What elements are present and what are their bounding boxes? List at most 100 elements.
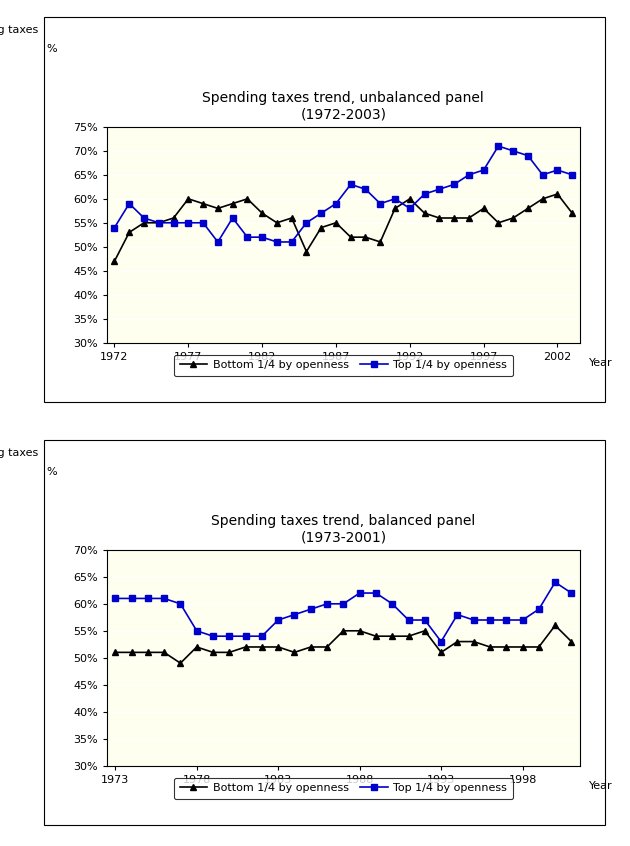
Top 1/4 by openness [258, 631, 266, 641]
Top 1/4 by openness [214, 237, 222, 247]
Bottom 1/4 by openness [290, 647, 298, 657]
Top 1/4 by openness [258, 232, 266, 242]
Bottom 1/4 by openness [406, 194, 413, 204]
Top 1/4 by openness [199, 217, 207, 228]
Top 1/4 by openness [551, 577, 559, 587]
Top 1/4 by openness [421, 189, 428, 199]
Line: Top 1/4 by openness: Top 1/4 by openness [113, 580, 574, 645]
Bottom 1/4 by openness [518, 642, 526, 652]
Bottom 1/4 by openness [421, 626, 428, 636]
Top 1/4 by openness [503, 615, 510, 625]
Bottom 1/4 by openness [209, 647, 217, 657]
Top 1/4 by openness [510, 146, 517, 156]
Top 1/4 by openness [347, 179, 355, 190]
Bottom 1/4 by openness [510, 213, 517, 223]
Top 1/4 by openness [377, 199, 384, 209]
Top 1/4 by openness [568, 588, 575, 598]
Bottom 1/4 by openness [226, 647, 233, 657]
Top 1/4 by openness [244, 232, 251, 242]
Top 1/4 by openness [112, 593, 119, 603]
Top 1/4 by openness [454, 610, 461, 620]
Bottom 1/4 by openness [486, 642, 494, 652]
Top 1/4 by openness [111, 222, 118, 233]
Bottom 1/4 by openness [229, 199, 236, 209]
Bottom 1/4 by openness [480, 203, 488, 213]
Bottom 1/4 by openness [535, 642, 542, 652]
Top 1/4 by openness [209, 631, 217, 641]
Bottom 1/4 by openness [450, 213, 458, 223]
Bottom 1/4 by openness [377, 237, 384, 247]
Text: Year: Year [589, 781, 612, 791]
Top 1/4 by openness [480, 165, 488, 175]
Top 1/4 by openness [372, 588, 380, 598]
Bottom 1/4 by openness [568, 208, 576, 218]
Top 1/4 by openness [226, 631, 233, 641]
Bottom 1/4 by openness [539, 194, 546, 204]
Top 1/4 by openness [169, 217, 177, 228]
Top 1/4 by openness [554, 165, 561, 175]
Bottom 1/4 by openness [288, 213, 295, 223]
Top 1/4 by openness [288, 237, 295, 247]
Bottom 1/4 by openness [258, 642, 266, 652]
Bottom 1/4 by openness [503, 642, 510, 652]
Bottom 1/4 by openness [214, 203, 222, 213]
Bottom 1/4 by openness [161, 647, 168, 657]
Top 1/4 by openness [356, 588, 364, 598]
Bottom 1/4 by openness [185, 194, 192, 204]
Bottom 1/4 by openness [421, 208, 428, 218]
Top 1/4 by openness [470, 615, 478, 625]
Bottom 1/4 by openness [554, 189, 561, 199]
Text: Year: Year [589, 358, 612, 368]
Bottom 1/4 by openness [125, 228, 133, 238]
Bottom 1/4 by openness [111, 256, 118, 266]
Top 1/4 by openness [495, 141, 502, 151]
Text: Spending taxes: Spending taxes [0, 25, 38, 35]
Bottom 1/4 by openness [155, 217, 163, 228]
Top 1/4 by openness [161, 593, 168, 603]
Top 1/4 by openness [518, 615, 526, 625]
Top 1/4 by openness [437, 636, 445, 646]
Bottom 1/4 by openness [391, 203, 399, 213]
Top 1/4 by openness [144, 593, 152, 603]
Bottom 1/4 by openness [362, 232, 369, 242]
Bottom 1/4 by openness [307, 642, 314, 652]
Top 1/4 by openness [307, 604, 314, 614]
Bottom 1/4 by openness [568, 636, 575, 646]
Line: Bottom 1/4 by openness: Bottom 1/4 by openness [112, 191, 575, 264]
Top 1/4 by openness [290, 610, 298, 620]
Bottom 1/4 by openness [437, 647, 445, 657]
Bottom 1/4 by openness [275, 642, 282, 652]
Bottom 1/4 by openness [199, 199, 207, 209]
Bottom 1/4 by openness [332, 217, 340, 228]
Bottom 1/4 by openness [470, 636, 478, 646]
Top 1/4 by openness [242, 631, 249, 641]
Top 1/4 by openness [185, 217, 192, 228]
Top 1/4 by openness [323, 599, 331, 609]
Top 1/4 by openness [302, 217, 310, 228]
Text: %: % [46, 467, 57, 477]
Top 1/4 by openness [332, 199, 340, 209]
Bottom 1/4 by openness [128, 647, 135, 657]
Top 1/4 by openness [140, 213, 148, 223]
Top 1/4 by openness [193, 626, 200, 636]
Bottom 1/4 by openness [404, 631, 412, 641]
Bottom 1/4 by openness [193, 642, 200, 652]
Title: Spending taxes trend, balanced panel
(1973-2001): Spending taxes trend, balanced panel (19… [211, 514, 476, 545]
Bottom 1/4 by openness [258, 208, 266, 218]
Top 1/4 by openness [275, 615, 282, 625]
Top 1/4 by openness [340, 599, 347, 609]
Top 1/4 by openness [229, 213, 236, 223]
Legend: Bottom 1/4 by openness, Top 1/4 by openness: Bottom 1/4 by openness, Top 1/4 by openn… [174, 354, 513, 376]
Top 1/4 by openness [318, 208, 325, 218]
Bottom 1/4 by openness [169, 213, 177, 223]
Bottom 1/4 by openness [244, 194, 251, 204]
Top 1/4 by openness [389, 599, 396, 609]
Text: %: % [46, 44, 57, 54]
Bottom 1/4 by openness [356, 626, 364, 636]
Top 1/4 by openness [125, 199, 133, 209]
Text: Spending taxes: Spending taxes [0, 448, 38, 458]
Top 1/4 by openness [450, 179, 458, 190]
Bottom 1/4 by openness [389, 631, 396, 641]
Bottom 1/4 by openness [524, 203, 532, 213]
Bottom 1/4 by openness [318, 222, 325, 233]
